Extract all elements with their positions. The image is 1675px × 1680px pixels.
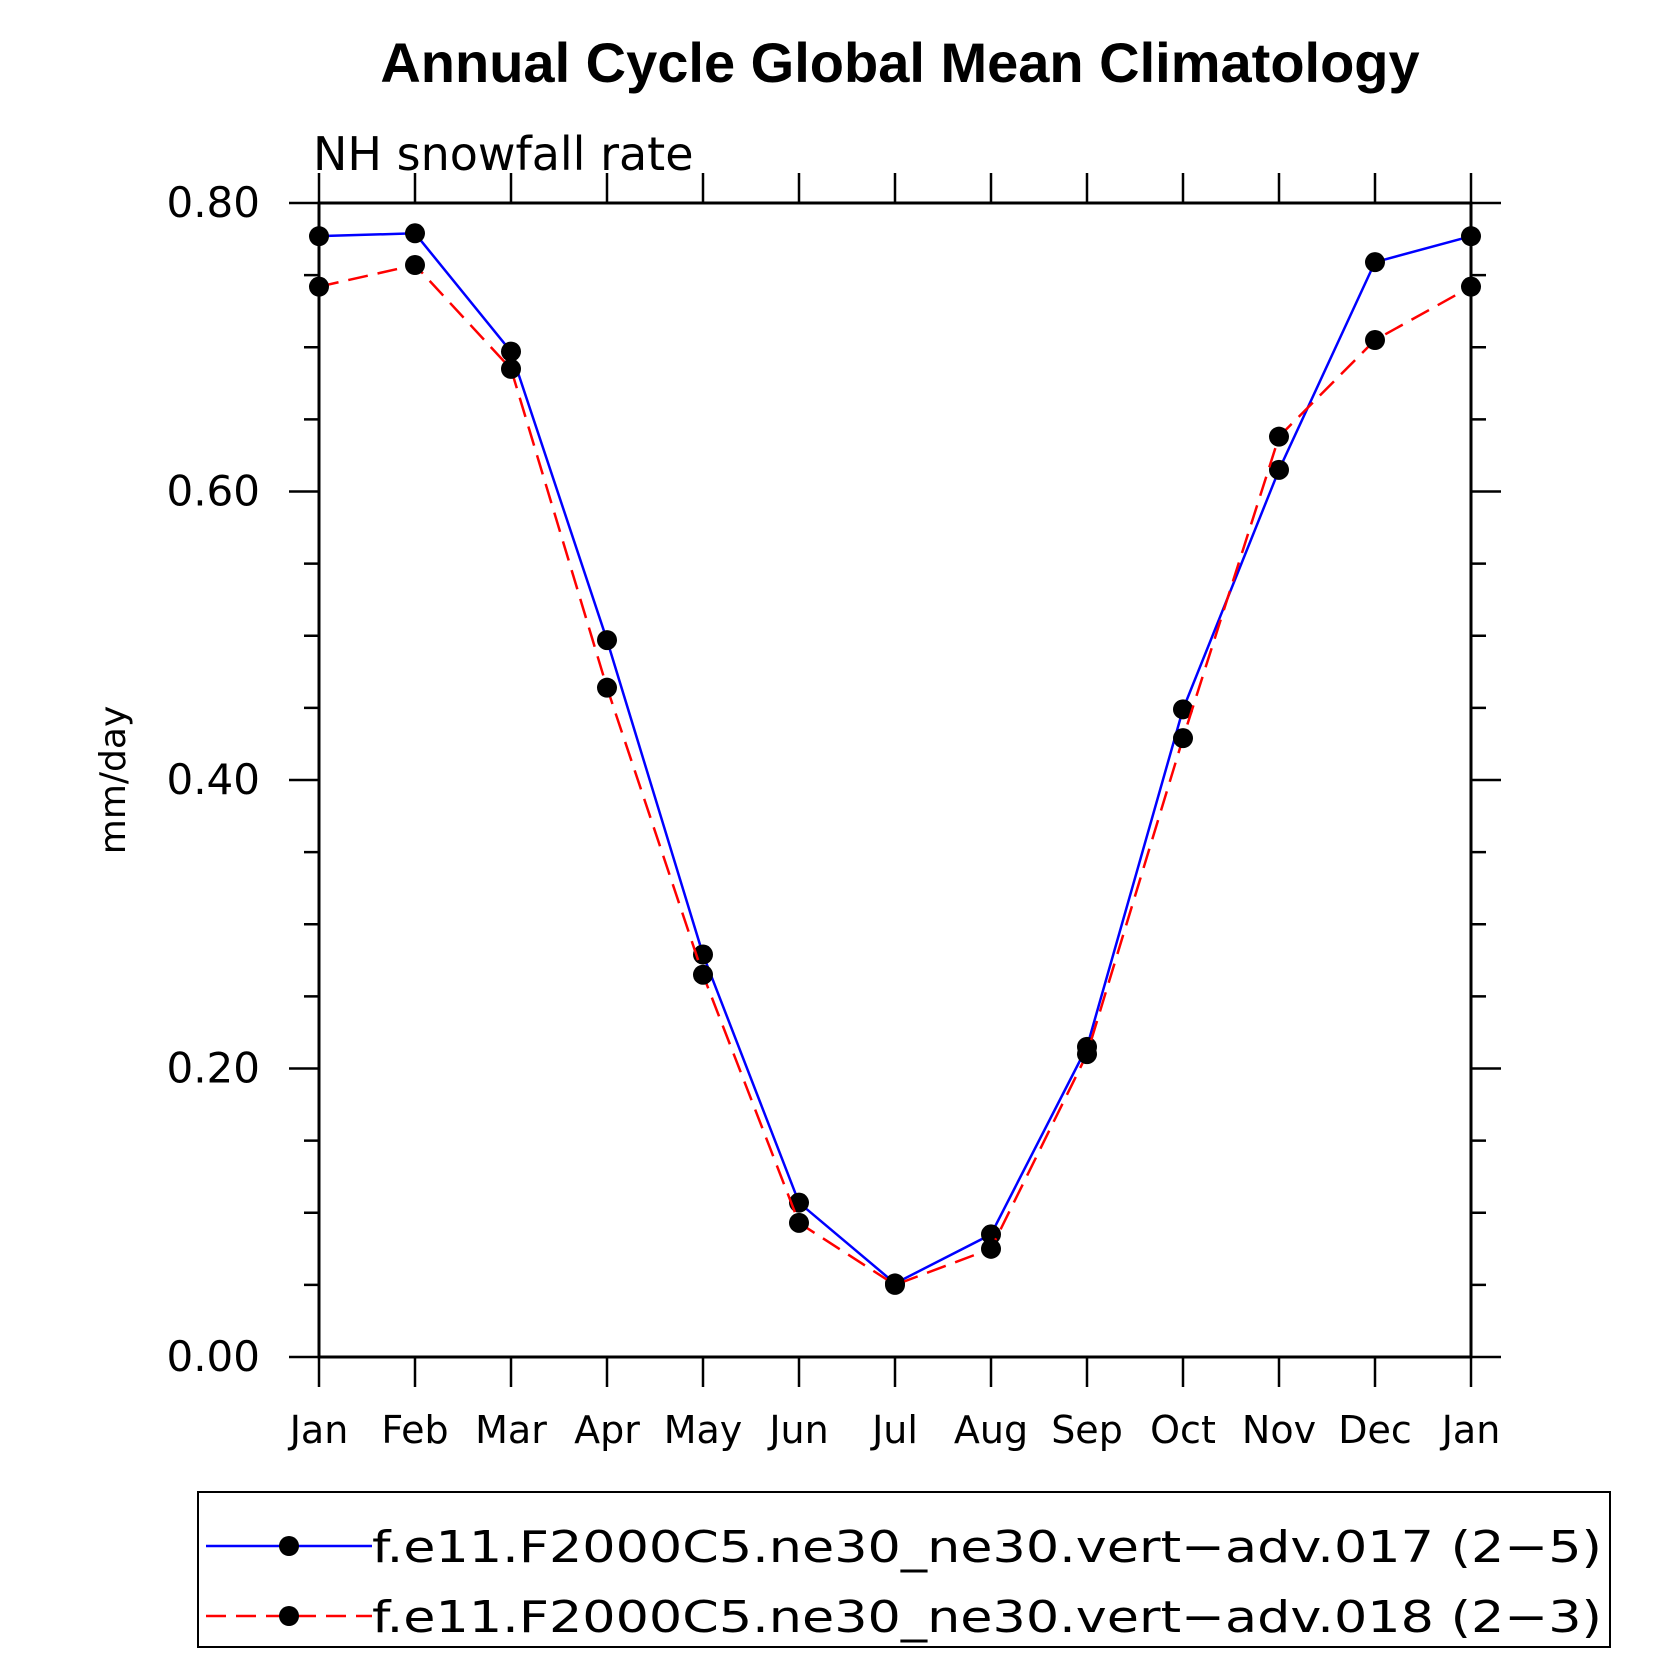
chart-subtitle: NH snowfall rate [313, 127, 694, 181]
x-tick-label: Jan [1440, 1408, 1501, 1452]
data-point [405, 255, 425, 276]
x-tick-label: Nov [1242, 1408, 1316, 1452]
x-tick-label: May [664, 1408, 743, 1452]
legend-label: f.e11.F2000C5.ne30_ne30.vert−adv.017 (2−… [372, 1522, 1602, 1573]
series-layer [309, 223, 1481, 1295]
series-line [318, 232, 1472, 1285]
data-point [1269, 426, 1289, 447]
y-tick-label: 0.80 [166, 178, 260, 227]
data-point [309, 276, 329, 297]
legend-box [197, 1491, 1611, 1648]
axis-ticks: 0.00 0.20 0.40 0.60 0.80 Jan Feb Mar Apr May Jun Ju… [166, 173, 1501, 1452]
data-point [981, 1238, 1001, 1259]
x-tick-label: Oct [1150, 1408, 1216, 1452]
data-point [597, 630, 617, 651]
data-point [1461, 226, 1481, 247]
x-tick-label: Jan [288, 1408, 349, 1452]
legend: f.e11.F2000C5.ne30_ne30.vert−adv.017 (2−… [197, 1491, 1611, 1648]
x-tick-label: Jul [870, 1408, 918, 1452]
y-axis-label: mm/day [93, 706, 134, 854]
data-point [1461, 276, 1481, 297]
data-point [597, 677, 617, 698]
x-tick-label: Jun [767, 1408, 828, 1452]
x-tick-label: Dec [1338, 1408, 1412, 1452]
data-point [1077, 1044, 1097, 1065]
y-tick-label: 0.40 [166, 755, 260, 804]
data-point [501, 358, 521, 379]
data-point [1269, 459, 1289, 480]
y-tick-label: 0.60 [166, 467, 260, 516]
legend-label: f.e11.F2000C5.ne30_ne30.vert−adv.018 (2−… [372, 1592, 1602, 1643]
series-1 [309, 223, 1481, 1294]
x-tick-label: Apr [574, 1408, 640, 1452]
x-tick-label: Sep [1051, 1408, 1123, 1452]
x-tick-label: Feb [381, 1408, 448, 1452]
data-point [1173, 699, 1193, 720]
plot-frame [317, 201, 1473, 1359]
x-tick-label: Mar [475, 1408, 547, 1452]
data-point [1365, 252, 1385, 273]
data-point [309, 226, 329, 247]
chart-title: Annual Cycle Global Mean Climatology [380, 31, 1420, 94]
data-point [789, 1212, 809, 1233]
plot-axes [317, 201, 1473, 1359]
data-point [1365, 330, 1385, 351]
y-tick-label: 0.20 [166, 1044, 260, 1093]
data-point [405, 223, 425, 244]
x-tick-label: Aug [954, 1408, 1028, 1452]
series-2 [309, 255, 1481, 1295]
y-tick-label: 0.00 [166, 1332, 260, 1381]
data-point [501, 341, 521, 362]
data-point [1173, 728, 1193, 749]
legend-marker [279, 1536, 299, 1556]
data-point [693, 964, 713, 985]
data-point [885, 1274, 905, 1295]
legend-marker [279, 1606, 299, 1626]
series-line [318, 263, 1472, 1287]
